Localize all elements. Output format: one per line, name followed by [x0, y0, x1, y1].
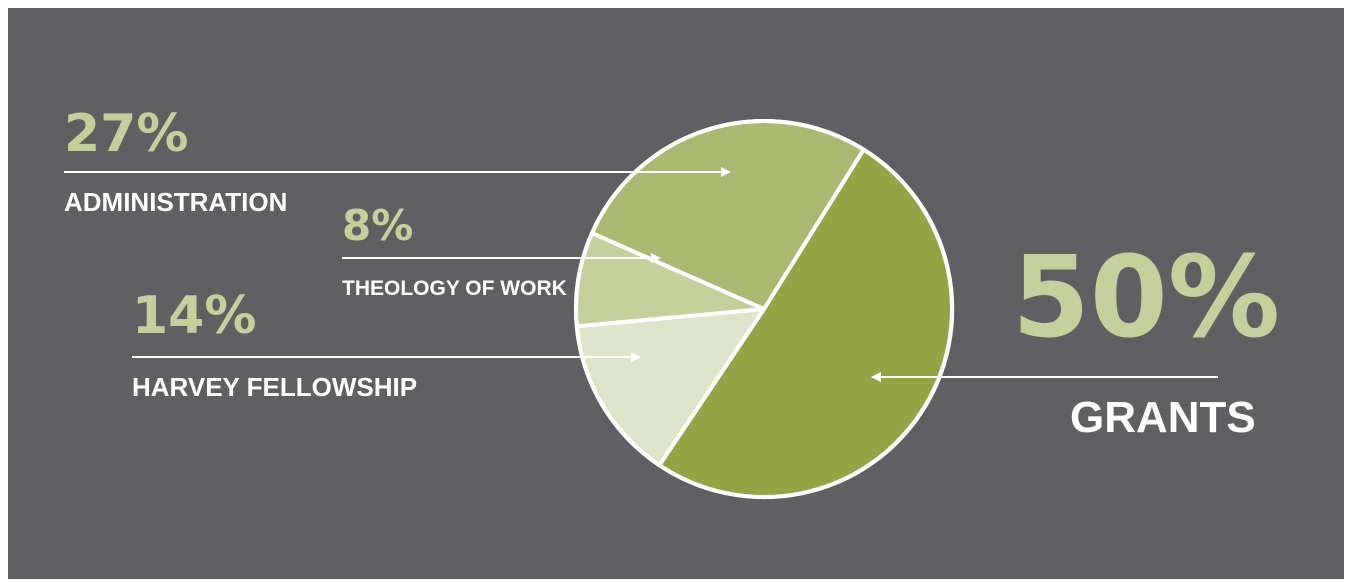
- administration-label: ADMINISTRATION: [64, 187, 288, 217]
- chart-canvas: 27% ADMINISTRATION 8% THEOLOGY OF WORK 1…: [8, 8, 1344, 579]
- theology-of-work-rule: [342, 257, 660, 259]
- harvey-fellowship-label: HARVEY FELLOWSHIP: [132, 372, 418, 402]
- theology-of-work-percent: 8%: [342, 201, 414, 250]
- grants-percent: 50%: [1012, 233, 1281, 363]
- administration-rule: [64, 171, 726, 173]
- grants-rule: [880, 376, 1218, 378]
- harvey-fellowship-percent: 14%: [132, 286, 257, 346]
- harvey-fellowship-rule: [132, 356, 638, 358]
- theology-of-work-label: THEOLOGY OF WORK: [342, 277, 567, 300]
- administration-percent: 27%: [64, 104, 189, 164]
- grants-label: GRANTS: [1070, 393, 1256, 442]
- pie-outline: [574, 119, 954, 499]
- pie-chart: [574, 119, 955, 500]
